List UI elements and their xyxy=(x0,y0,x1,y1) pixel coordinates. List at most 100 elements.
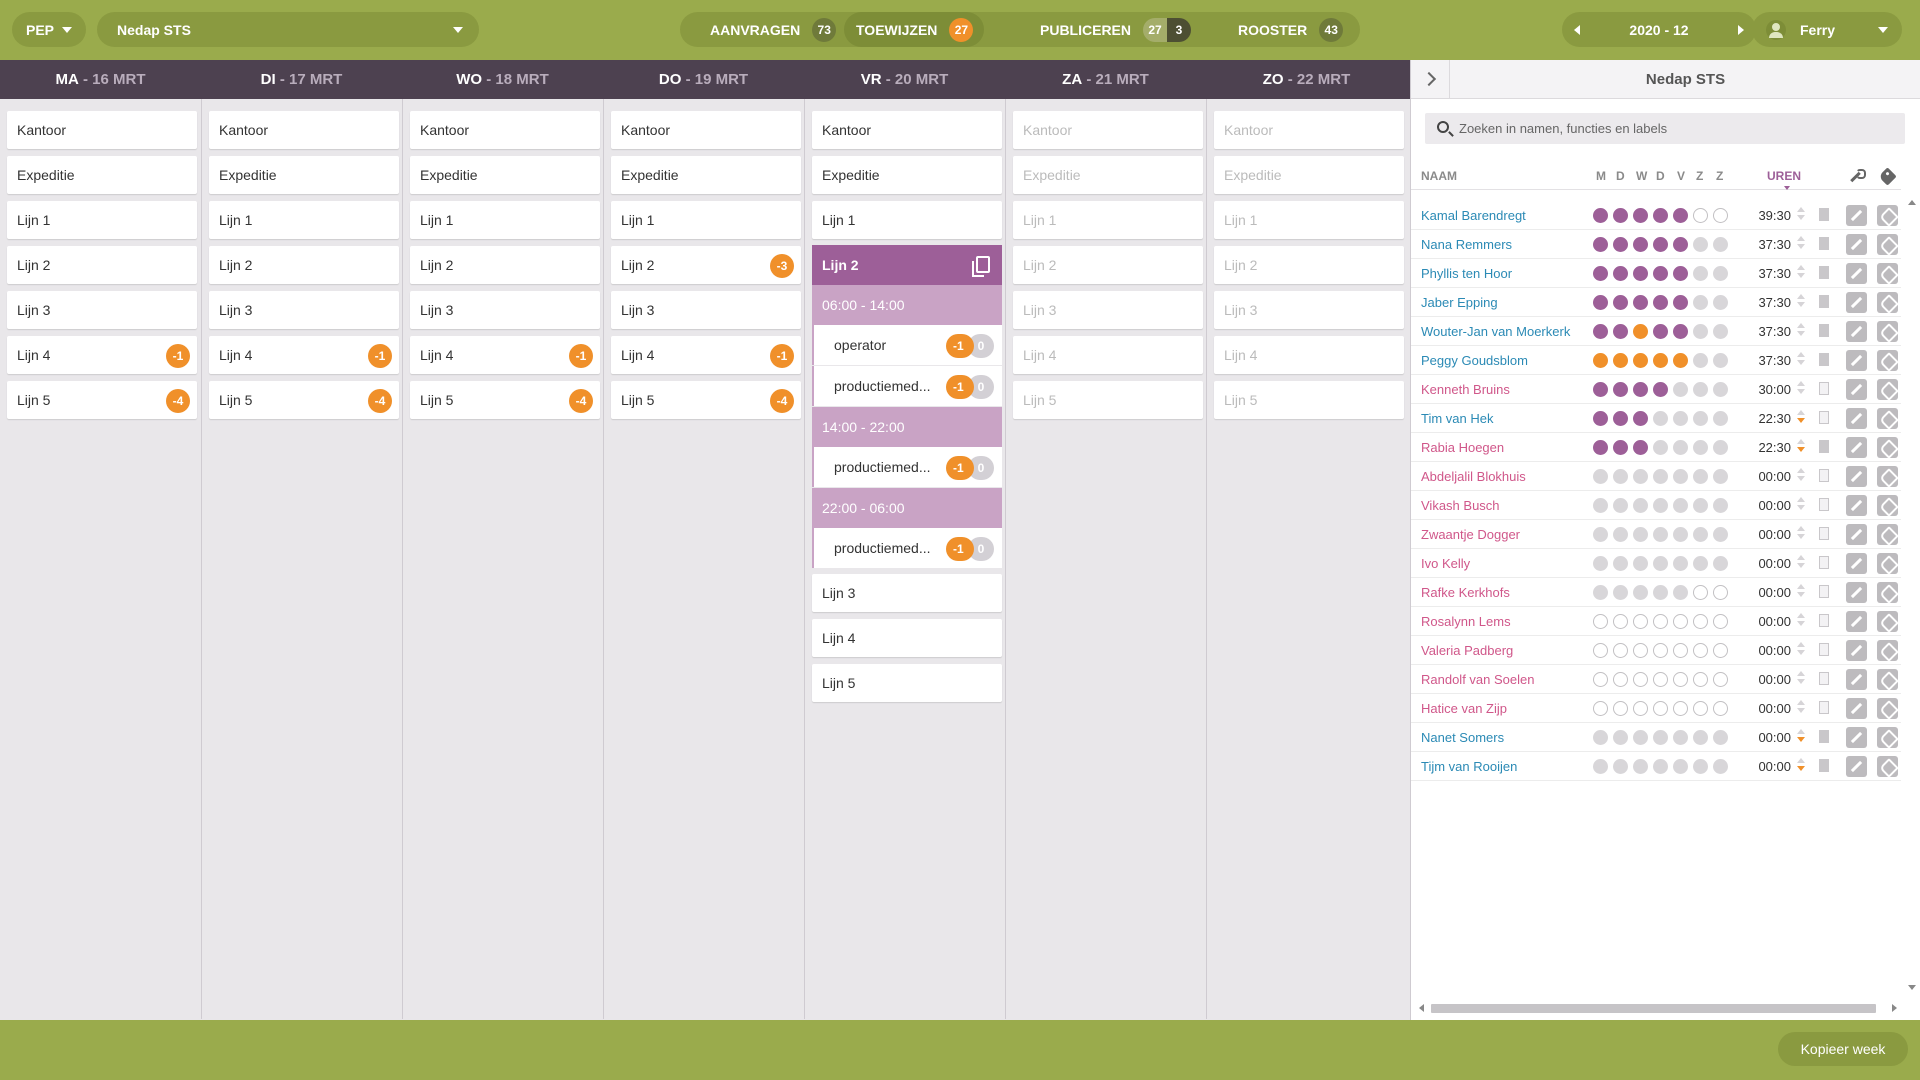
tag-icon[interactable] xyxy=(1877,727,1898,748)
line-card-lijn5[interactable]: Lijn 5 -4 xyxy=(611,381,801,419)
availability-dot[interactable] xyxy=(1593,469,1608,484)
tag-icon[interactable] xyxy=(1877,553,1898,574)
availability-dot[interactable] xyxy=(1713,237,1728,252)
document-icon[interactable] xyxy=(1819,440,1829,453)
availability-dot[interactable] xyxy=(1673,498,1688,513)
shift-header[interactable]: 14:00 - 22:00 xyxy=(812,407,1002,447)
line-card-expeditie[interactable]: Expeditie xyxy=(1214,156,1404,194)
availability-dot[interactable] xyxy=(1713,208,1728,223)
line-card-lijn4[interactable]: Lijn 4 -1 xyxy=(209,336,399,374)
availability-dot[interactable] xyxy=(1653,411,1668,426)
line-card-kantoor[interactable]: Kantoor xyxy=(7,111,197,149)
availability-dot[interactable] xyxy=(1713,701,1728,716)
employee-name[interactable]: Rafke Kerkhofs xyxy=(1421,585,1510,600)
employee-name[interactable]: Kamal Barendregt xyxy=(1421,208,1526,223)
availability-dot[interactable] xyxy=(1693,295,1708,310)
scrollbar-thumb[interactable] xyxy=(1431,1004,1876,1013)
employee-name[interactable]: Rabia Hoegen xyxy=(1421,440,1505,455)
line-card-lijn4[interactable]: Lijn 4 xyxy=(1013,336,1203,374)
employee-name[interactable]: Randolf van Soelen xyxy=(1421,672,1535,687)
line-card-lijn1[interactable]: Lijn 1 xyxy=(209,201,399,239)
availability-dot[interactable] xyxy=(1593,498,1608,513)
employee-name[interactable]: Hatice van Zijp xyxy=(1421,701,1507,716)
document-icon[interactable] xyxy=(1819,498,1829,511)
availability-dot[interactable] xyxy=(1613,208,1628,223)
availability-dot[interactable] xyxy=(1713,266,1728,281)
availability-dot[interactable] xyxy=(1673,614,1688,629)
tag-icon[interactable] xyxy=(1877,582,1898,603)
availability-dot[interactable] xyxy=(1693,498,1708,513)
tag-icon[interactable] xyxy=(1877,379,1898,400)
document-icon[interactable] xyxy=(1819,527,1829,540)
availability-dot[interactable] xyxy=(1693,614,1708,629)
availability-dot[interactable] xyxy=(1633,643,1648,658)
availability-dot[interactable] xyxy=(1633,411,1648,426)
availability-dot[interactable] xyxy=(1633,353,1648,368)
tag-icon[interactable] xyxy=(1877,524,1898,545)
availability-dot[interactable] xyxy=(1613,295,1628,310)
document-icon[interactable] xyxy=(1819,672,1829,685)
availability-dot[interactable] xyxy=(1713,730,1728,745)
employee-row[interactable]: Zwaantje Dogger 00:00 xyxy=(1411,520,1901,549)
availability-dot[interactable] xyxy=(1673,295,1688,310)
availability-dot[interactable] xyxy=(1653,295,1668,310)
employee-name[interactable]: Phyllis ten Hoor xyxy=(1421,266,1513,281)
availability-dot[interactable] xyxy=(1593,208,1608,223)
role-slot[interactable]: productiemed... 0 -1 xyxy=(812,528,1002,568)
availability-dot[interactable] xyxy=(1673,672,1688,687)
line-card-lijn5[interactable]: Lijn 5 -4 xyxy=(209,381,399,419)
employee-name[interactable]: Peggy Goudsblom xyxy=(1421,353,1528,368)
column-header-hours[interactable]: UREN xyxy=(1767,169,1802,190)
availability-dot[interactable] xyxy=(1593,759,1608,774)
scroll-down-icon[interactable] xyxy=(1908,985,1916,990)
line-card-lijn2[interactable]: Lijn 2 -3 xyxy=(611,246,801,284)
availability-dot[interactable] xyxy=(1613,324,1628,339)
employee-row[interactable]: Valeria Padberg 00:00 xyxy=(1411,636,1901,665)
chevron-left-icon[interactable] xyxy=(1574,25,1580,35)
line-card-lijn3[interactable]: Lijn 3 xyxy=(7,291,197,329)
document-icon[interactable] xyxy=(1819,585,1829,598)
availability-dot[interactable] xyxy=(1613,469,1628,484)
availability-dot[interactable] xyxy=(1593,614,1608,629)
availability-dot[interactable] xyxy=(1673,585,1688,600)
availability-dot[interactable] xyxy=(1653,556,1668,571)
availability-dot[interactable] xyxy=(1593,672,1608,687)
availability-dot[interactable] xyxy=(1693,382,1708,397)
employee-row[interactable]: Kenneth Bruins 30:00 xyxy=(1411,375,1901,404)
availability-dot[interactable] xyxy=(1613,701,1628,716)
line-card-kantoor[interactable]: Kantoor xyxy=(209,111,399,149)
role-slot[interactable]: productiemed... 0 -1 xyxy=(812,366,1002,406)
availability-dot[interactable] xyxy=(1593,353,1608,368)
availability-dot[interactable] xyxy=(1593,440,1608,455)
tab-toewijzen[interactable]: TOEWIJZEN 27 xyxy=(844,12,984,47)
availability-dot[interactable] xyxy=(1633,324,1648,339)
tab-aanvragen[interactable]: AANVRAGEN 73 xyxy=(710,12,837,47)
employee-row[interactable]: Abdeljalil Blokhuis 00:00 xyxy=(1411,462,1901,491)
line-card-lijn4[interactable]: Lijn 4 xyxy=(1214,336,1404,374)
tag-icon[interactable] xyxy=(1877,495,1898,516)
availability-dot[interactable] xyxy=(1673,324,1688,339)
availability-dot[interactable] xyxy=(1693,556,1708,571)
availability-dot[interactable] xyxy=(1593,556,1608,571)
tab-publiceren[interactable]: PUBLICEREN 27 3 xyxy=(1040,12,1192,47)
availability-dot[interactable] xyxy=(1713,498,1728,513)
line-card-expeditie[interactable]: Expeditie xyxy=(410,156,600,194)
availability-dot[interactable] xyxy=(1653,759,1668,774)
line-card-expeditie[interactable]: Expeditie xyxy=(7,156,197,194)
line-card-kantoor[interactable]: Kantoor xyxy=(812,111,1002,149)
line-card-lijn2-expanded[interactable]: Lijn 2 xyxy=(812,245,1002,291)
availability-dot[interactable] xyxy=(1593,237,1608,252)
availability-dot[interactable] xyxy=(1633,585,1648,600)
availability-dot[interactable] xyxy=(1613,759,1628,774)
document-icon[interactable] xyxy=(1819,730,1829,743)
availability-dot[interactable] xyxy=(1593,585,1608,600)
employee-row[interactable]: Randolf van Soelen 00:00 xyxy=(1411,665,1901,694)
wrench-icon[interactable] xyxy=(1846,234,1867,255)
employee-row[interactable]: Rosalynn Lems 00:00 xyxy=(1411,607,1901,636)
availability-dot[interactable] xyxy=(1713,527,1728,542)
tag-icon[interactable] xyxy=(1877,234,1898,255)
availability-dot[interactable] xyxy=(1673,527,1688,542)
employee-row[interactable]: Rabia Hoegen 22:30 xyxy=(1411,433,1901,462)
employee-row[interactable]: Tim van Hek 22:30 xyxy=(1411,404,1901,433)
availability-dot[interactable] xyxy=(1693,353,1708,368)
